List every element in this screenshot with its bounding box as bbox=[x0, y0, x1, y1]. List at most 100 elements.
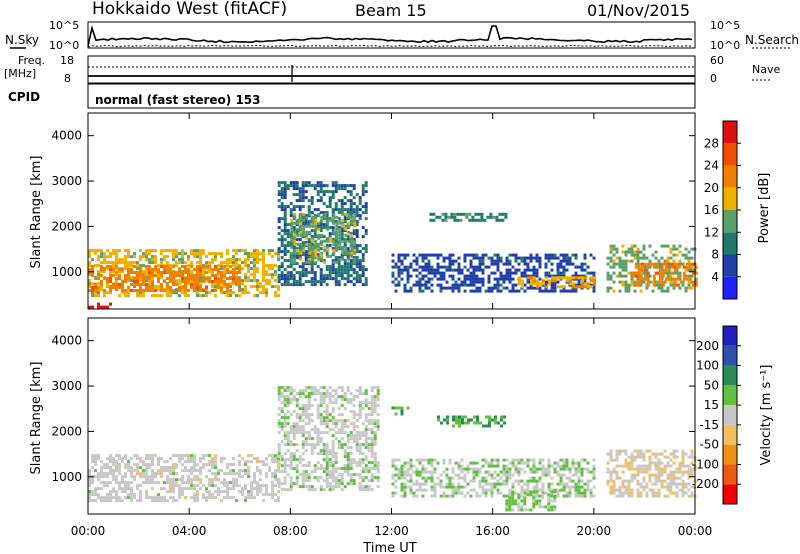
power-cell bbox=[346, 247, 350, 251]
velocity-cell bbox=[214, 460, 217, 464]
power-cell bbox=[121, 286, 124, 289]
power-cell bbox=[319, 268, 323, 272]
power-cell bbox=[190, 252, 193, 256]
velocity-cell bbox=[364, 404, 368, 408]
velocity-cell bbox=[280, 386, 284, 390]
power-cell bbox=[238, 277, 241, 280]
velocity-cell bbox=[427, 461, 431, 465]
velocity-cell bbox=[687, 470, 691, 474]
power-cell bbox=[91, 265, 94, 268]
velocity-cell bbox=[160, 469, 163, 473]
velocity-cell bbox=[250, 454, 253, 458]
power-cell bbox=[418, 253, 422, 257]
velocity-cell bbox=[505, 473, 509, 477]
velocity-cell bbox=[412, 491, 416, 495]
power-cell bbox=[238, 280, 241, 283]
velocity-cell bbox=[340, 437, 344, 441]
power-cell bbox=[133, 280, 136, 283]
velocity-cell bbox=[370, 473, 374, 477]
power-cell bbox=[283, 223, 287, 227]
velocity-cell bbox=[145, 463, 148, 467]
power-cell bbox=[460, 283, 464, 287]
velocity-cell bbox=[535, 493, 539, 497]
velocity-cell bbox=[301, 407, 305, 411]
velocity-cell bbox=[271, 490, 274, 494]
velocity-cell bbox=[675, 482, 679, 486]
velocity-cell bbox=[660, 485, 664, 489]
power-cell bbox=[583, 280, 587, 284]
velocity-cell bbox=[496, 491, 500, 495]
velocity-cell bbox=[313, 392, 317, 396]
velocity-cell bbox=[523, 491, 527, 495]
power-cell bbox=[271, 255, 274, 259]
velocity-cell bbox=[400, 476, 404, 480]
power-cell bbox=[469, 277, 473, 281]
power-cell bbox=[391, 253, 395, 257]
velocity-cell bbox=[370, 437, 374, 441]
power-cell bbox=[651, 253, 655, 257]
velocity-cell bbox=[508, 502, 512, 506]
power-cell bbox=[442, 271, 446, 275]
power-cell bbox=[196, 277, 199, 280]
power-cell bbox=[498, 218, 502, 222]
power-cell bbox=[311, 254, 315, 258]
power-cell bbox=[569, 282, 572, 286]
power-cell bbox=[154, 270, 157, 274]
power-cell bbox=[340, 187, 344, 191]
power-cell bbox=[634, 274, 638, 278]
power-cell bbox=[175, 288, 178, 292]
velocity-cell bbox=[469, 479, 473, 483]
velocity-cell bbox=[319, 386, 323, 390]
power-cell bbox=[496, 277, 500, 281]
velocity-cell bbox=[136, 472, 139, 476]
velocity-cell bbox=[187, 481, 190, 485]
velocity-cell bbox=[442, 458, 446, 462]
power-cell bbox=[496, 289, 500, 293]
power-cell bbox=[685, 277, 689, 281]
velocity-cell bbox=[109, 457, 112, 461]
power-cell bbox=[148, 268, 151, 271]
velocity-cell bbox=[238, 475, 241, 479]
power-cell bbox=[190, 265, 193, 268]
velocity-cell bbox=[259, 487, 262, 491]
velocity-cell bbox=[358, 389, 362, 393]
velocity-cell bbox=[163, 469, 166, 473]
power-cell bbox=[355, 280, 359, 284]
velocity-cell bbox=[391, 461, 395, 465]
power-cell bbox=[621, 280, 625, 284]
power-cell bbox=[151, 255, 154, 259]
velocity-cell bbox=[412, 494, 416, 498]
velocity-cell bbox=[370, 389, 374, 393]
power-cell bbox=[286, 232, 290, 236]
power-cell bbox=[322, 202, 326, 206]
power-cell bbox=[277, 247, 281, 251]
power-cell bbox=[501, 218, 505, 222]
power-cell bbox=[646, 280, 650, 284]
velocity-cell bbox=[448, 482, 452, 486]
velocity-cell bbox=[639, 485, 643, 489]
power-cell bbox=[109, 261, 112, 265]
power-cell bbox=[559, 262, 563, 266]
velocity-cell bbox=[172, 472, 175, 476]
power-cell bbox=[160, 289, 163, 292]
power-cell bbox=[415, 268, 419, 272]
power-cell bbox=[325, 184, 329, 188]
velocity-cell bbox=[88, 472, 91, 476]
velocity-cell bbox=[322, 488, 326, 492]
velocity-cell bbox=[226, 487, 229, 491]
power-cell bbox=[148, 282, 151, 286]
velocity-cell bbox=[538, 458, 542, 462]
velocity-cell bbox=[418, 461, 422, 465]
velocity-cell bbox=[550, 499, 554, 503]
power-cell bbox=[307, 271, 311, 275]
velocity-cell bbox=[325, 422, 329, 426]
velocity-cell bbox=[430, 485, 434, 489]
power-cell bbox=[317, 242, 321, 246]
power-cell bbox=[296, 248, 300, 252]
velocity-cell bbox=[496, 479, 500, 483]
velocity-cell bbox=[151, 481, 154, 485]
power-cell bbox=[364, 283, 368, 287]
velocity-cell bbox=[358, 392, 362, 396]
velocity-cell bbox=[406, 479, 410, 483]
